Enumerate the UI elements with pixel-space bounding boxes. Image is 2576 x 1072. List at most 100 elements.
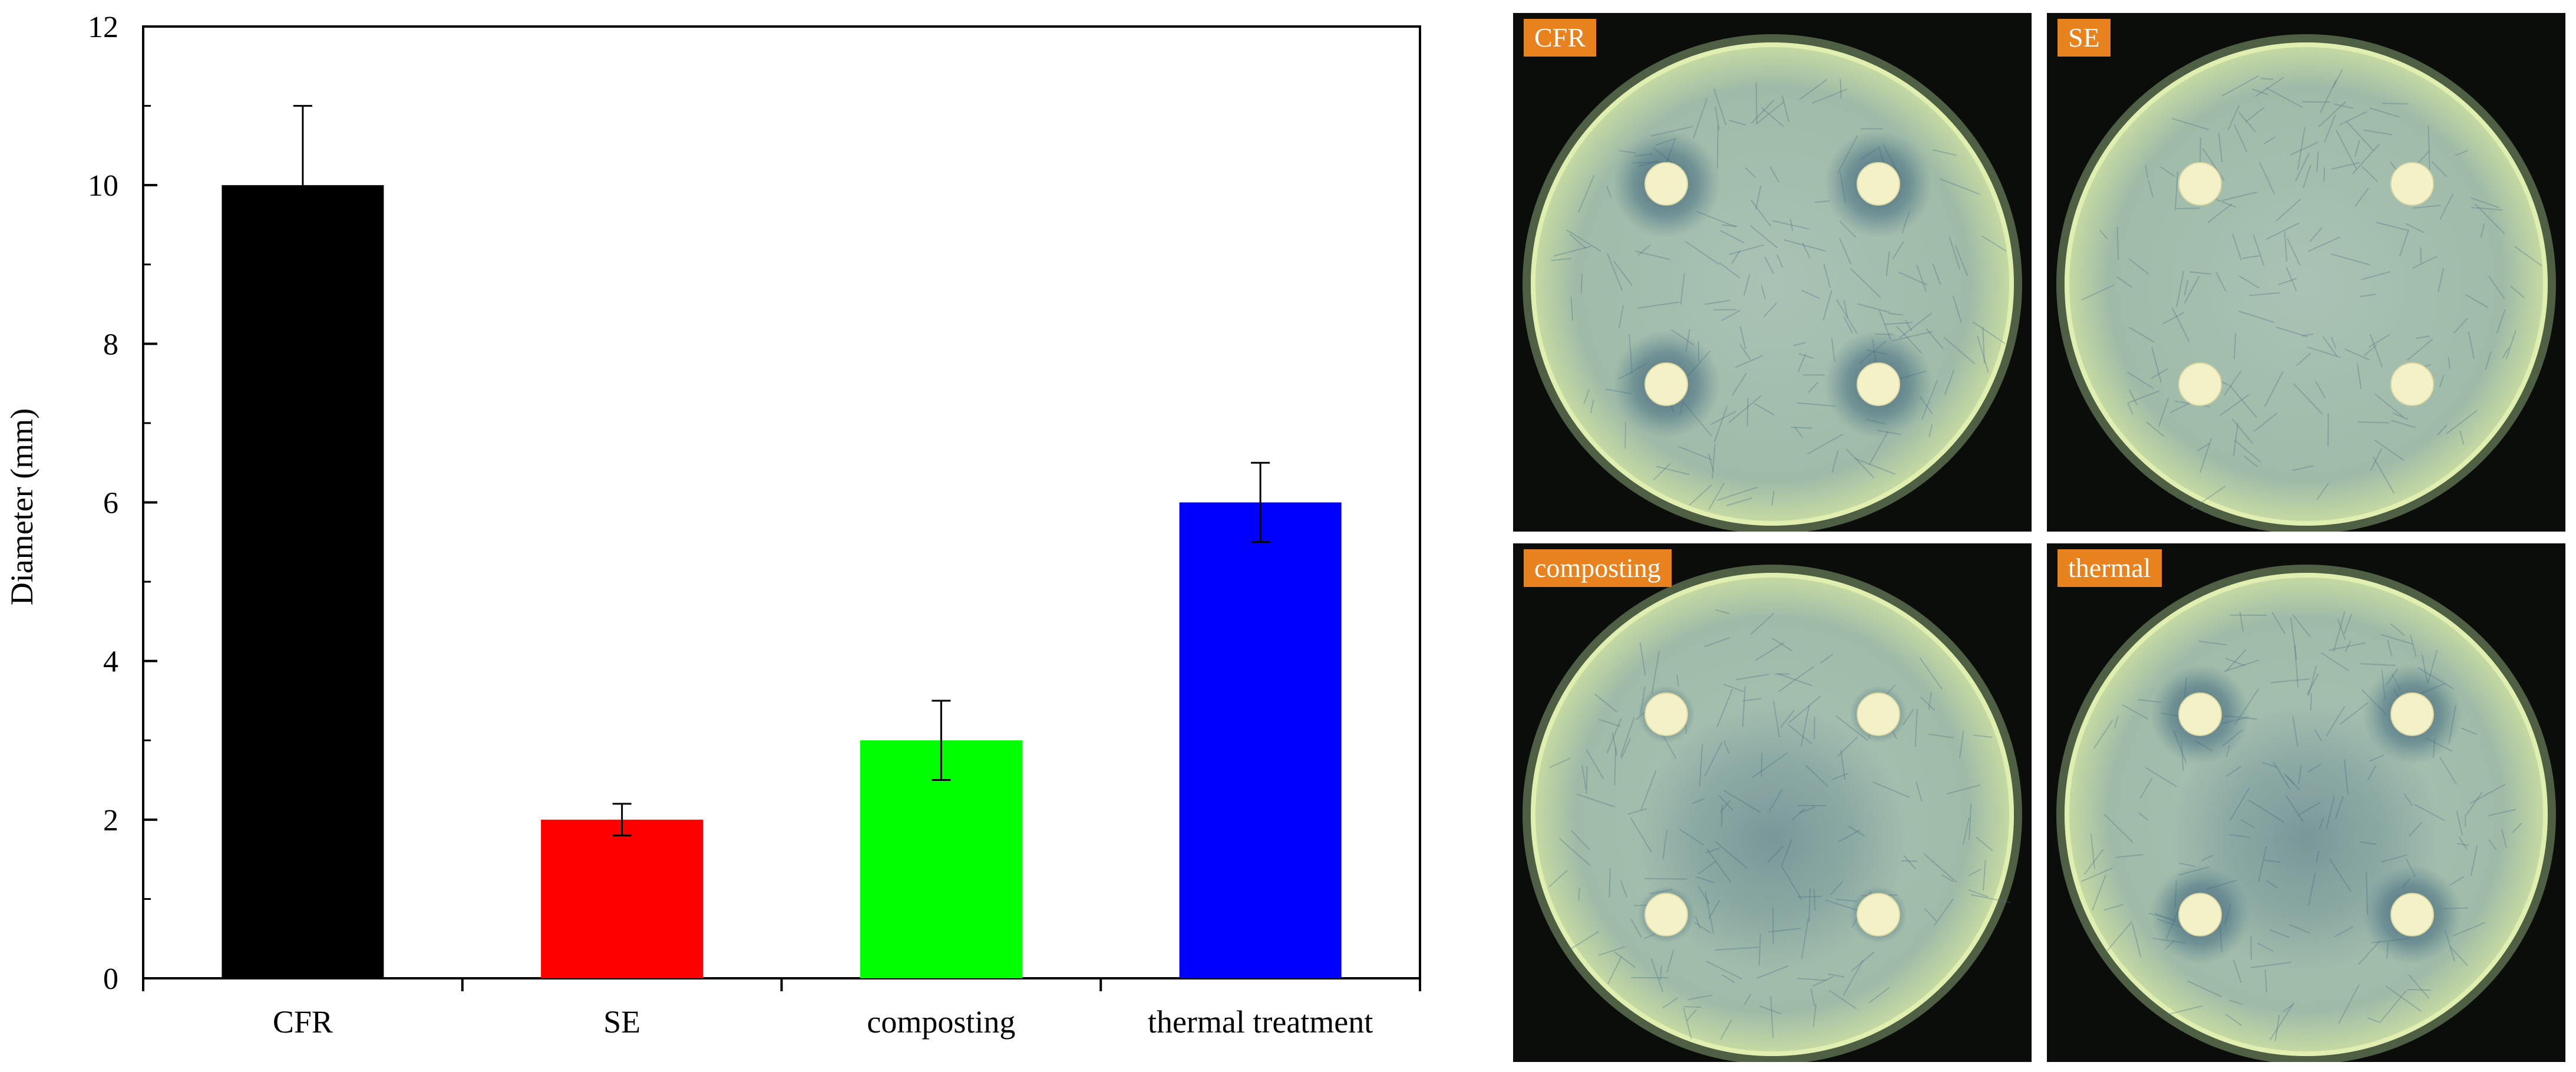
- colony-streak: [2207, 203, 2232, 223]
- colony-streak: [1606, 718, 1622, 754]
- colony-streak: [1719, 262, 1741, 279]
- colony-streak: [2373, 456, 2395, 494]
- colony-streak: [1586, 766, 1588, 794]
- colony-streak: [1735, 355, 1763, 368]
- colony-streak: [2314, 381, 2326, 398]
- colony-streak: [1928, 691, 1932, 710]
- colony-streak: [2234, 124, 2248, 153]
- colony-streak: [1729, 244, 1764, 255]
- colony-streak: [2083, 849, 2104, 875]
- colony-streak: [2249, 292, 2280, 296]
- colony-streak: [2122, 704, 2149, 720]
- colony-streak: [1754, 403, 1775, 416]
- colony-streak: [2318, 101, 2346, 127]
- colony-streak: [2385, 985, 2422, 1012]
- colony-streak: [1620, 717, 1635, 757]
- colony-streak: [1973, 734, 1993, 738]
- plate-image-composting: [1513, 543, 2032, 1062]
- colony-streak: [2466, 791, 2483, 815]
- colony-streak: [2148, 180, 2154, 197]
- colony-streak: [1778, 666, 1814, 692]
- y-tick-label: 8: [103, 328, 118, 361]
- colony-streak: [1723, 683, 1744, 692]
- colony-streak: [2333, 611, 2346, 652]
- colony-streak: [1676, 674, 1679, 687]
- colony-streak: [1920, 696, 1936, 711]
- colony-streak: [2283, 1004, 2294, 1012]
- colony-streak: [1839, 238, 1852, 265]
- colony-streak: [2092, 875, 2106, 911]
- colony-streak: [1715, 106, 1720, 131]
- colony-streak: [2334, 103, 2354, 110]
- colony-streak: [1693, 97, 1708, 139]
- colony-streak: [2370, 334, 2383, 368]
- colony-streak: [1946, 784, 1981, 795]
- colony-streak: [1719, 229, 1745, 243]
- colony-streak: [2232, 418, 2253, 444]
- colony-streak: [2220, 394, 2250, 416]
- colony-streak: [2252, 88, 2269, 95]
- colony-streak: [1828, 973, 1845, 978]
- colony-streak: [2260, 78, 2274, 80]
- antibiotic-disc: [1644, 893, 1688, 936]
- colony-streak: [1926, 328, 1944, 349]
- colony-streak: [1750, 199, 1772, 227]
- colony-streak: [2321, 652, 2350, 672]
- colony-streak: [2415, 335, 2430, 339]
- colony-streak: [1576, 793, 1616, 808]
- colony-streak: [1868, 987, 1890, 1004]
- colony-streak: [1771, 490, 1775, 506]
- colony-streak: [2510, 285, 2525, 298]
- colony-streak: [1982, 860, 1986, 891]
- colony-streak: [2332, 69, 2343, 88]
- colony-streak: [2103, 813, 2134, 843]
- colony-streak: [2225, 649, 2247, 672]
- colony-streak: [1720, 1019, 1732, 1040]
- antibiotic-disc: [1857, 692, 1900, 736]
- colony-streak: [2264, 371, 2284, 407]
- colony-streak: [2128, 258, 2149, 275]
- colony-streak: [1948, 236, 1961, 270]
- colony-streak: [1755, 82, 1758, 124]
- y-tick-label: 6: [103, 487, 118, 520]
- colony-streak: [2370, 448, 2382, 471]
- colony-streak: [2307, 346, 2341, 358]
- colony-streak: [1678, 446, 1712, 461]
- colony-streak: [2276, 199, 2301, 222]
- colony-streak: [1916, 781, 1923, 802]
- colony-streak: [1851, 951, 1875, 972]
- colony-streak: [2239, 275, 2260, 289]
- colony-streak: [1932, 149, 1957, 156]
- colony-streak: [1857, 303, 1890, 314]
- colony-streak: [2330, 253, 2370, 266]
- colony-streak: [1784, 239, 1826, 252]
- colony-streak: [1928, 424, 1933, 437]
- colony-streak: [1598, 718, 1621, 727]
- colony-streak: [2439, 193, 2454, 220]
- colony-streak: [1899, 312, 1933, 339]
- colony-streak: [1710, 410, 1737, 425]
- colony-streak: [1722, 224, 1738, 227]
- colony-streak: [2274, 1015, 2280, 1042]
- colony-streak: [1662, 997, 1679, 1009]
- colony-streak: [2502, 347, 2509, 358]
- colony-streak: [2113, 715, 2119, 729]
- colony-streak: [1968, 868, 1982, 876]
- colony-streak: [1583, 389, 1590, 404]
- colony-streak: [2412, 204, 2441, 209]
- colony-streak: [2505, 330, 2516, 359]
- colony-streak: [1969, 803, 1972, 840]
- colony-streak: [1771, 637, 1793, 652]
- colony-streak: [2437, 424, 2448, 436]
- colony-streak: [1743, 273, 1751, 296]
- colony-streak: [2199, 437, 2212, 473]
- colony-streak: [2222, 191, 2258, 202]
- antibiotic-disc: [2390, 893, 2434, 936]
- colony-streak: [1823, 263, 1831, 288]
- colony-streak: [2128, 389, 2138, 405]
- colony-streak: [1606, 186, 1612, 198]
- plate-edge-highlight: [2065, 42, 2548, 526]
- colony-streak: [2514, 246, 2542, 267]
- colony-streak: [1721, 974, 1735, 983]
- colony-streak: [1755, 642, 1785, 661]
